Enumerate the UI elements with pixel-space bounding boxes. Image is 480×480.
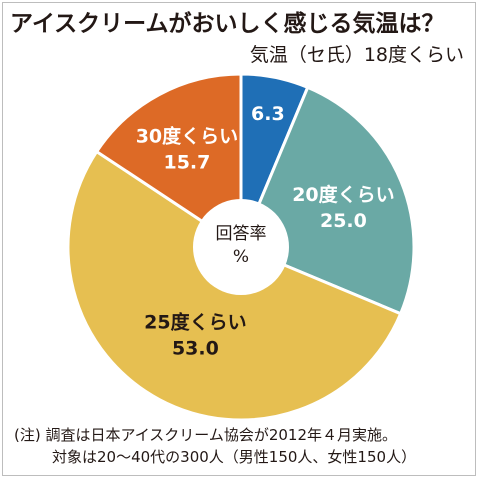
slice-value-label: 53.0 xyxy=(172,337,219,359)
footnote-line-2: 対象は20～40代の300人（男性150人、女性150人） xyxy=(52,448,417,466)
footnote: (注) 調査は日本アイスクリーム協会が2012年４月実施。 対象は20～40代の… xyxy=(14,424,416,468)
slice-name-label: 20度くらい xyxy=(292,183,394,206)
center-label-line1: 回答率 xyxy=(216,224,267,244)
slice-value-label: 25.0 xyxy=(320,210,367,232)
chart-frame xyxy=(2,2,476,476)
donut-hole xyxy=(193,199,289,295)
chart-subtitle: 気温（セ氏）18度くらい xyxy=(249,44,464,66)
footnote-line-1: (注) 調査は日本アイスクリーム協会が2012年４月実施。 xyxy=(14,426,397,444)
pie-slice xyxy=(94,72,243,250)
slice-name-label: 25度くらい xyxy=(144,310,246,333)
slice-value-label: 6.3 xyxy=(251,103,285,125)
slice-value-label: 15.7 xyxy=(163,151,210,173)
center-label-line2: % xyxy=(233,247,249,267)
chart-title: アイスクリームがおいしく感じる気温は？ xyxy=(10,11,445,37)
slice-name-label: 30度くらい xyxy=(136,124,238,147)
